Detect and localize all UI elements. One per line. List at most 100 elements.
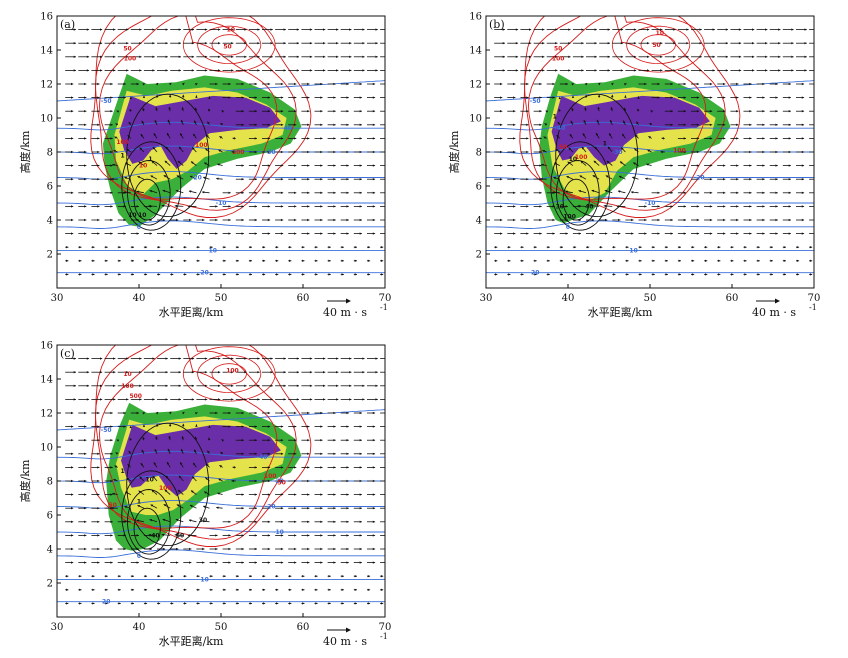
wind-vector-head [187, 534, 191, 537]
wind-vector-head [791, 28, 794, 31]
x-tick-label: 50 [215, 293, 228, 304]
wind-vector-head [696, 164, 700, 167]
wind-vector-head [778, 55, 781, 58]
wind-vector-head [573, 246, 577, 249]
wind-vector-head [276, 575, 279, 578]
wind-vector-head [696, 110, 700, 113]
wind-vector-head [97, 507, 100, 510]
vertical-velocity-contour [121, 470, 182, 560]
wind-vector-head [307, 452, 310, 455]
wind-vector-head [139, 147, 143, 151]
wind-vector-head [210, 588, 213, 591]
wind-vector-head [359, 534, 362, 537]
wind-vector-head [100, 55, 103, 58]
wind-vector-head [709, 123, 713, 126]
wind-vector-head [333, 110, 336, 113]
wind-vector-head [241, 164, 244, 167]
wind-vector-head [181, 411, 185, 415]
wind-vector-head [149, 547, 152, 551]
wind-vector-head [757, 273, 760, 276]
wind-vector-head [165, 371, 168, 374]
wind-vector-head [552, 96, 555, 99]
wind-vector-head [372, 466, 376, 469]
wind-vector-head [218, 149, 221, 152]
wind-vector-head [254, 493, 257, 496]
panel-label: (b) [489, 18, 505, 31]
wind-vector-head [620, 28, 624, 31]
wind-vector-head [620, 42, 624, 45]
wind-vector-head [372, 123, 376, 126]
wind-vector-head [333, 507, 336, 510]
wind-vector-head [84, 507, 87, 510]
wind-vector-head [699, 28, 702, 31]
wind-vector-head [139, 371, 142, 374]
wind-vector-head [500, 137, 503, 140]
wind-vector-head [354, 575, 357, 578]
wind-vector-head [609, 133, 612, 136]
wind-vector-head [389, 28, 391, 30]
wind-vector-head [254, 425, 257, 428]
reflectivity-label: 100 [226, 368, 239, 375]
wind-vector-head [262, 259, 266, 262]
wind-vector-head [600, 259, 603, 262]
wind-vector-head [372, 150, 376, 154]
wind-vector-head [725, 42, 728, 45]
wind-vector-head [349, 55, 352, 58]
wind-vector-head [372, 110, 376, 113]
wind-vector-head [231, 42, 234, 45]
y-tick-label: 16 [40, 12, 53, 23]
wind-vector-head [280, 137, 284, 140]
wind-vector-head [202, 547, 205, 551]
wind-vector-head [320, 520, 323, 523]
wind-vector-head [683, 205, 686, 208]
wind-vector-head [738, 69, 742, 72]
y-tick-label: 6 [476, 182, 482, 193]
wind-vector-head [359, 479, 362, 483]
wind-vector-head [346, 178, 349, 181]
wind-vector-head [526, 232, 529, 235]
wind-vector-head [341, 246, 344, 249]
wind-vector-head [320, 439, 323, 442]
vertical-velocity-label: 1 [603, 141, 607, 148]
wind-vector-head [646, 163, 649, 166]
wind-vector-head [372, 232, 376, 235]
wind-vector-head [541, 163, 544, 167]
wind-vector-head [386, 466, 388, 468]
wind-vector-head [597, 94, 601, 97]
wind-vector-head [372, 561, 376, 564]
wind-vector-head [181, 436, 184, 439]
wind-vector-head [600, 273, 603, 276]
wind-vector-head [333, 150, 336, 154]
wind-vector-head [709, 218, 713, 222]
wind-vector-head [596, 119, 600, 123]
wind-vector-head [152, 69, 155, 72]
wind-vector-head [736, 178, 739, 181]
wind-vector-head [218, 371, 221, 374]
wind-vector-head [163, 504, 167, 507]
wind-vector-head [328, 575, 331, 578]
wind-vector-head [359, 82, 362, 86]
wind-vector-head [375, 69, 378, 72]
wind-vector-head [349, 398, 352, 401]
wind-vector-head [257, 384, 260, 387]
wind-vector-head [116, 439, 120, 442]
wind-vector-head [249, 602, 252, 605]
wind-vector-head [210, 246, 213, 249]
wind-vector-head [380, 259, 384, 262]
wind-vector-head [289, 575, 292, 578]
wind-vector-head [191, 384, 195, 387]
wind-vector-head [207, 121, 210, 125]
wind-vector-head [660, 69, 663, 72]
wind-vector-head [71, 479, 74, 483]
wind-vector-head [362, 371, 365, 374]
wind-vector-head [66, 575, 69, 578]
wind-vector-head [818, 56, 820, 58]
wind-vector-head [584, 107, 587, 110]
wind-vector-head [673, 28, 676, 31]
wind-vector-head [736, 110, 739, 113]
wind-vector-head [791, 55, 794, 58]
wind-vector-head [529, 55, 532, 58]
wind-vector-head [315, 273, 318, 276]
wind-vector-head [333, 439, 336, 442]
wind-vector-head [604, 189, 608, 193]
